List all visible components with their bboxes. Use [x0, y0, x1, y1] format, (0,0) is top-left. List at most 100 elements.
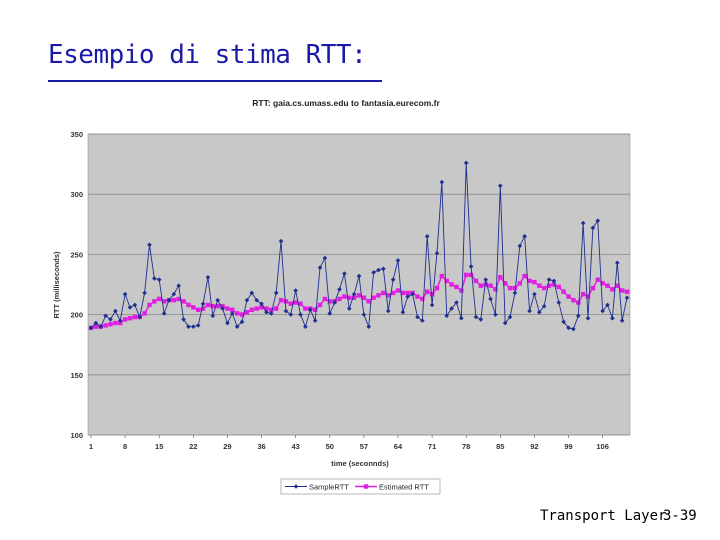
estimated-rtt-point	[376, 293, 381, 298]
estimated-rtt-point	[507, 285, 513, 291]
sample-rtt-point	[93, 320, 99, 326]
sample-rtt-point	[449, 306, 454, 311]
x-tick-label: 15	[155, 442, 163, 451]
estimated-rtt-point	[254, 306, 259, 311]
sample-rtt-point	[161, 311, 167, 316]
sample-rtt-point	[171, 291, 177, 297]
x-tick-label: 1	[89, 442, 93, 451]
legend-sample-label: SampleRTT	[309, 483, 349, 492]
sample-rtt-point	[546, 277, 552, 282]
sample-rtt-point	[113, 308, 118, 314]
estimated-rtt-point	[478, 283, 484, 288]
sample-rtt-point	[356, 273, 362, 279]
sample-rtt-point	[507, 314, 513, 320]
estimated-rtt-point	[537, 283, 542, 288]
sample-rtt-point	[498, 183, 503, 189]
sample-rtt-point	[181, 317, 186, 322]
sample-rtt-point	[522, 234, 527, 239]
estimated-rtt-point	[556, 284, 561, 290]
estimated-rtt-point	[234, 311, 240, 316]
sample-rtt-point	[327, 311, 333, 316]
estimated-rtt-point	[191, 305, 196, 310]
estimated-rtt-point	[317, 302, 323, 308]
estimated-rtt-point	[142, 311, 147, 316]
x-tick-label: 71	[428, 442, 436, 451]
estimated-rtt-point	[288, 301, 293, 306]
estimated-rtt-point	[595, 277, 600, 282]
sample-rtt-point	[575, 313, 581, 319]
sample-rtt-point	[590, 225, 596, 231]
estimated-rtt-point	[425, 289, 430, 294]
gridlines	[88, 133, 630, 436]
estimated-rtt-point	[259, 305, 264, 310]
estimated-rtt-point	[522, 273, 527, 279]
estimated-rtt-point	[381, 290, 386, 296]
estimated-rtt-point	[546, 283, 552, 288]
x-axis-label: time (seconnds)	[331, 459, 389, 468]
y-tick-label: 250	[70, 250, 83, 259]
sample-rtt-point	[390, 277, 396, 282]
estimated-rtt-point	[439, 273, 445, 279]
sample-rtt-point	[234, 324, 240, 329]
y-tick-label: 150	[70, 371, 83, 380]
estimated-rtt-point	[132, 314, 138, 320]
sample-rtt-point	[122, 291, 128, 297]
sample-rtt-point	[205, 274, 211, 280]
estimated-rtt-point	[186, 302, 191, 308]
x-tick-label: 43	[291, 442, 299, 451]
estimated-rtt-point	[464, 272, 469, 278]
x-tick-label: 29	[223, 442, 231, 451]
estimated-rtt-point	[400, 290, 406, 296]
estimated-rtt-point	[147, 302, 152, 308]
sample-rtt-point	[283, 308, 289, 314]
sample-rtt-point	[152, 276, 157, 281]
y-tick-label: 200	[70, 311, 83, 320]
x-tick-label: 57	[360, 442, 368, 451]
estimated-rtt-point	[429, 291, 435, 297]
sample-rtt-point	[502, 320, 508, 326]
estimated-rtt-point	[273, 306, 279, 311]
sample-rtt-point	[98, 324, 104, 329]
estimated-rtt-point	[366, 299, 371, 304]
estimated-rtt-point	[351, 295, 357, 300]
sample-rtt-point	[147, 242, 152, 248]
y-tick-label: 100	[70, 431, 83, 440]
estimated-rtt-point	[356, 293, 362, 298]
estimated-rtt-point	[517, 281, 522, 286]
sample-rtt-point	[312, 318, 318, 323]
estimated-rtt-point	[283, 299, 289, 304]
estimated-rtt-point	[108, 322, 113, 327]
sample-rtt-point	[585, 315, 591, 321]
estimated-rtt-point	[420, 296, 425, 302]
estimated-rtt-point	[454, 284, 459, 290]
sample-rtt-point	[307, 307, 313, 313]
estimated-rtt-point	[488, 283, 493, 288]
sample-rtt-point	[322, 255, 328, 261]
estimated-rtt-point	[347, 295, 352, 300]
sample-rtt-point	[288, 312, 294, 317]
legend-estimated-marker	[363, 484, 369, 489]
sample-rtt-point	[103, 313, 108, 319]
sample-rtt-point	[215, 297, 220, 303]
estimated-rtt-point	[468, 272, 474, 278]
y-axis-label: RTT (milliseconds)	[52, 251, 61, 319]
estimated-rtt-point	[615, 283, 620, 288]
sample-rtt-point	[210, 313, 216, 319]
sample-rtt-point	[108, 317, 113, 322]
sample-rtt-point	[332, 300, 337, 305]
sample-rtt-point	[536, 309, 542, 315]
y-axis-ticks: 100 150 200 250 300 350	[70, 130, 83, 440]
estimated-rtt-point	[371, 295, 376, 300]
title-underline	[48, 80, 382, 82]
estimated-rtt-point	[337, 296, 342, 302]
sample-rtt-point	[400, 309, 406, 315]
sample-rtt-point	[561, 319, 566, 325]
slide-title: Esempio di stima RTT:	[48, 40, 367, 70]
estimated-rtt-point	[312, 307, 318, 312]
sample-rtt-point	[541, 303, 547, 309]
sample-rtt-point	[142, 290, 147, 296]
sample-rtt-point	[551, 278, 557, 284]
sample-rtt-point	[405, 294, 411, 299]
estimated-rtt-point	[600, 281, 605, 286]
